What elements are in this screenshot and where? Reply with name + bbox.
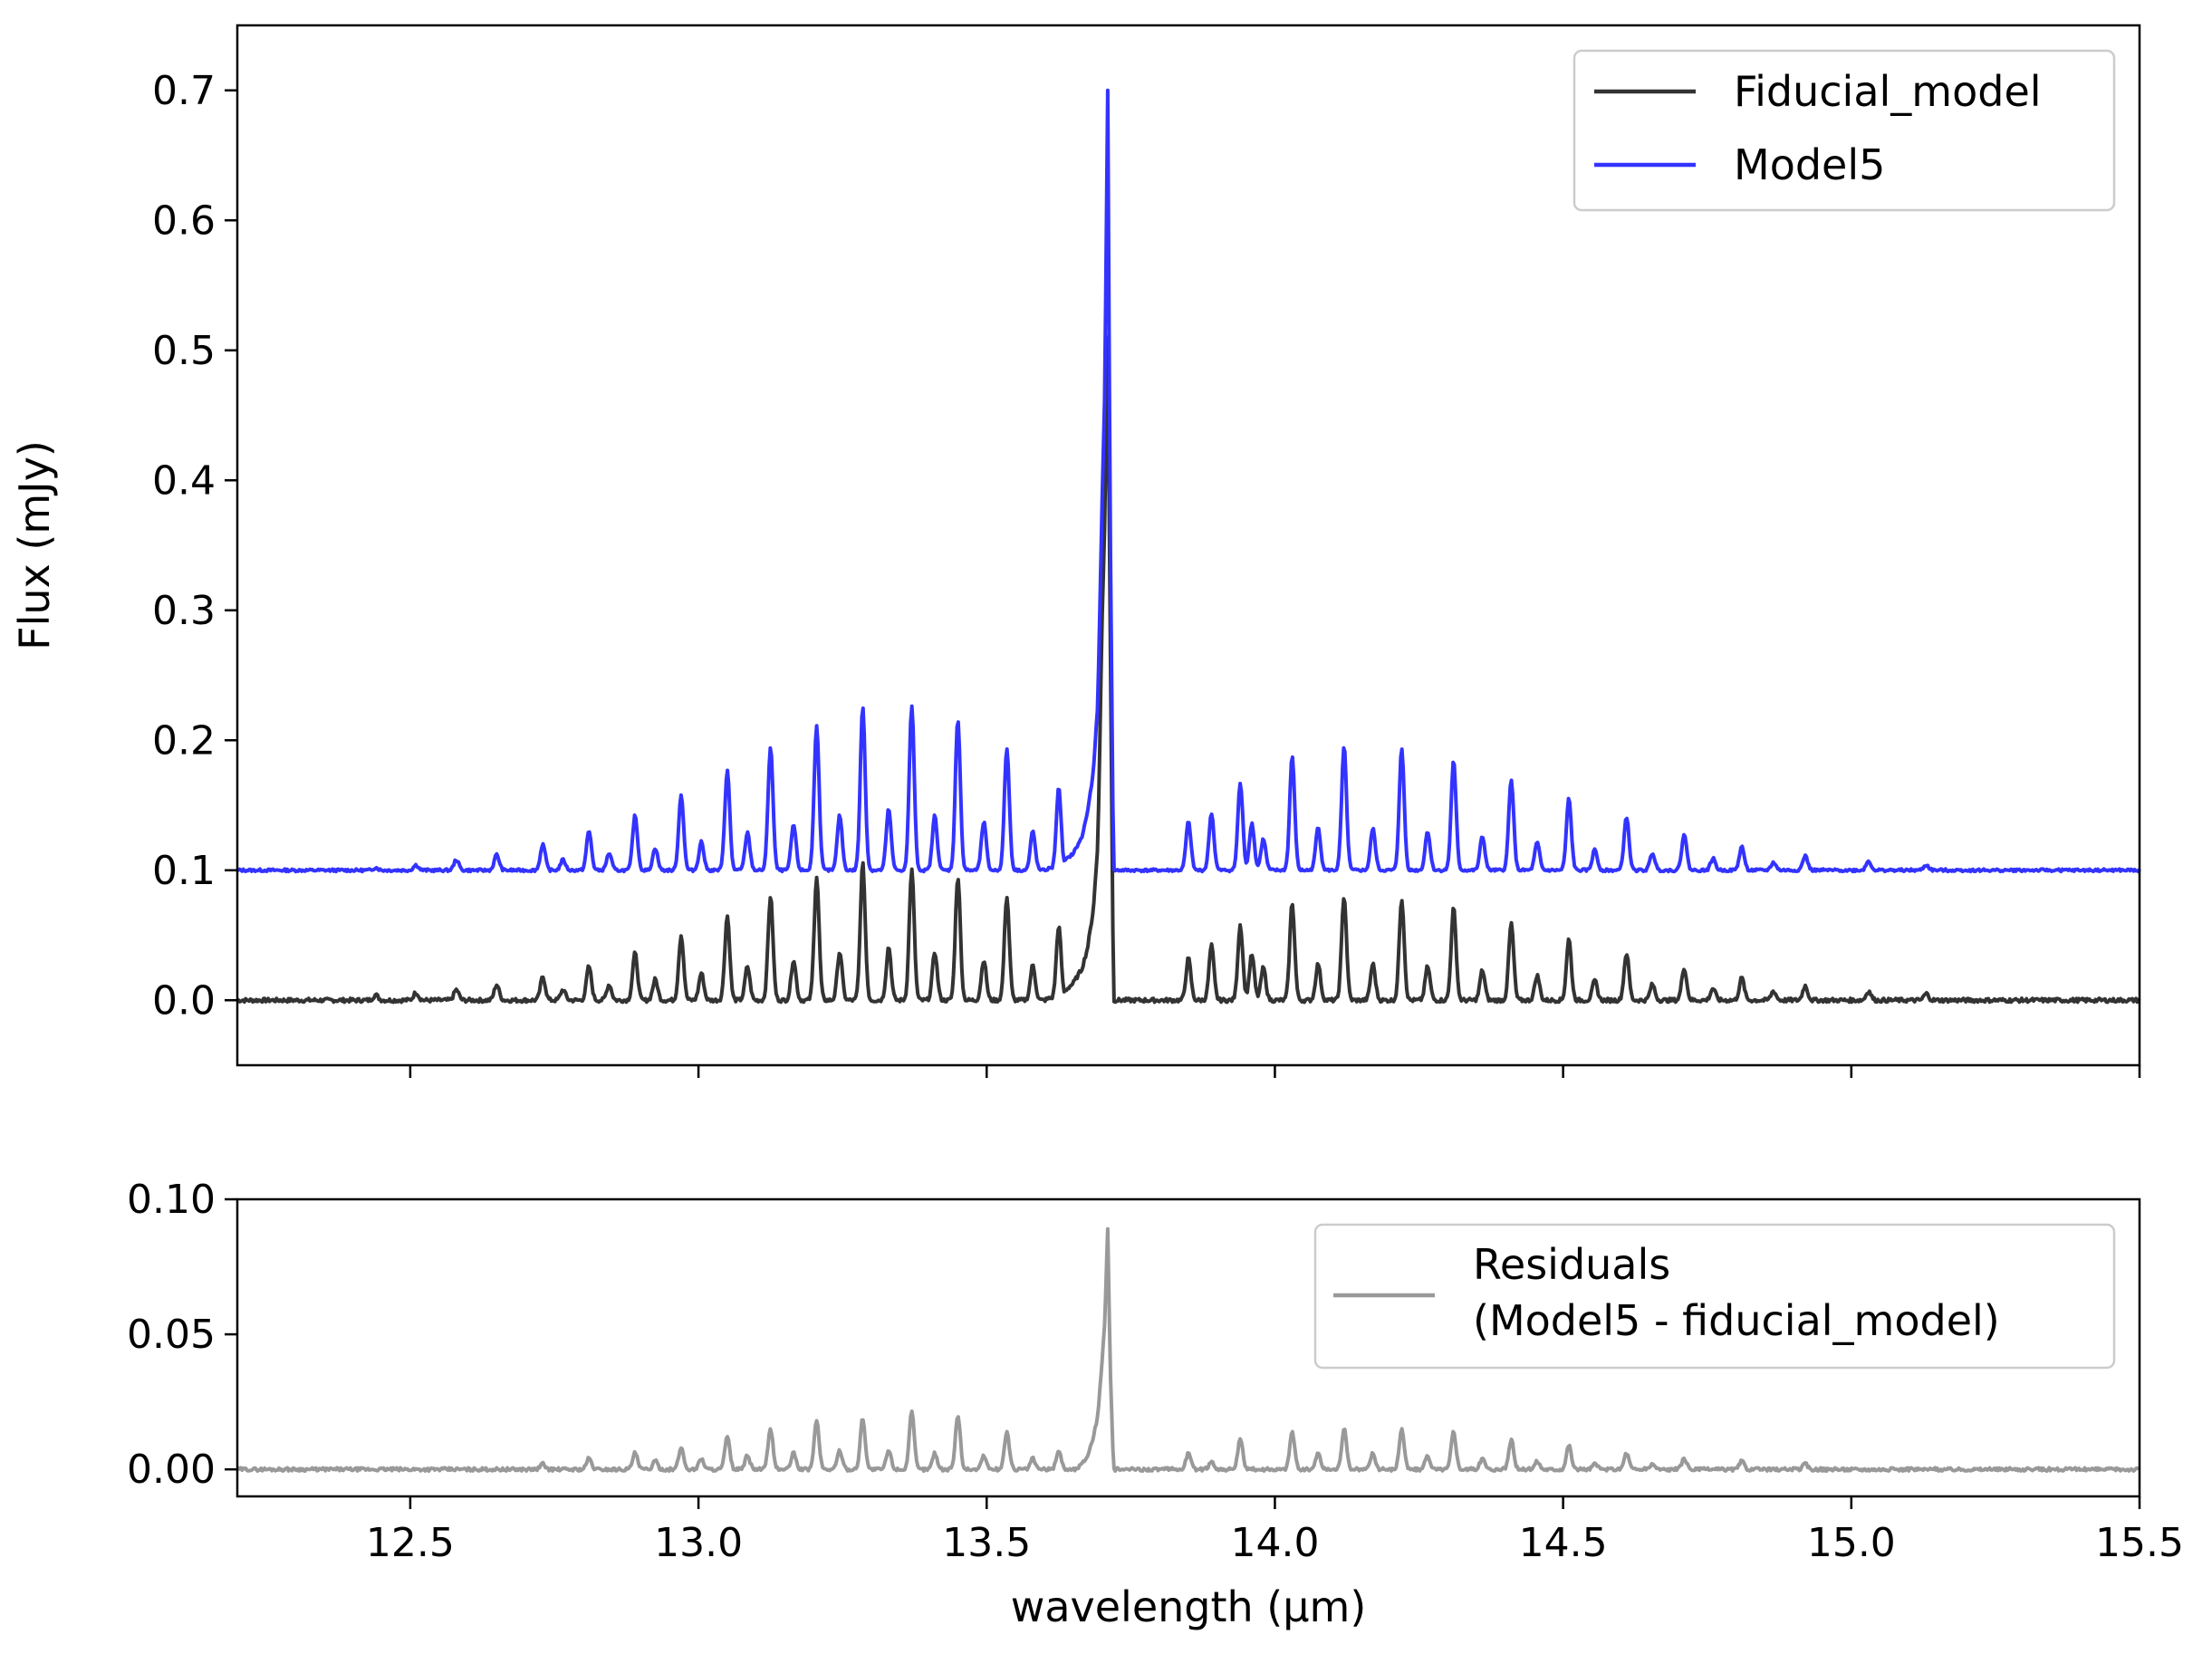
- x-tick-label: 15.0: [1807, 1520, 1896, 1566]
- bottom-plot-frame: [236, 1197, 2141, 1498]
- y-tick-label: 0.2: [152, 717, 216, 764]
- x-tick-label: 12.5: [366, 1520, 455, 1566]
- bottom-legend-box: [1313, 1223, 2116, 1370]
- top-legend-box: [1572, 49, 2116, 212]
- series-line-residuals: [236, 1226, 2141, 1473]
- y-tick-label: 0.10: [127, 1177, 216, 1223]
- bottom-legend: Residuals (Model5 - fiducial_model): [1313, 1223, 2116, 1370]
- y-tick-label: 0.3: [152, 588, 216, 634]
- top-plot-frame: [236, 24, 2141, 1067]
- y-tick-label: 0.05: [127, 1312, 216, 1358]
- legend-label-fiducial-model: Fiducial_model: [1734, 67, 2042, 116]
- x-tick-label: 13.5: [942, 1520, 1031, 1566]
- y-tick-label: 0.4: [152, 457, 216, 504]
- top-y-ticks: 0.0 0.1 0.2 0.3 0.4 0.5 0.6 0.7: [152, 68, 237, 1024]
- y-tick-label: 0.5: [152, 328, 216, 374]
- x-axis-label: wavelength (μm): [1011, 1582, 1367, 1631]
- x-tick-label: 15.5: [2095, 1520, 2184, 1566]
- bottom-y-ticks: 0.00 0.05 0.10: [127, 1177, 237, 1493]
- top-panel: 0.0 0.1 0.2 0.3 0.4 0.5 0.6 0.7 Flux (mJy) Fidu…: [10, 24, 2141, 1078]
- x-tick-label: 14.0: [1230, 1520, 1319, 1566]
- top-legend: Fiducial_model Model5: [1572, 49, 2116, 212]
- series-line-model5: [236, 88, 2141, 874]
- y-tick-label: 0.6: [152, 197, 216, 244]
- legend-label-model5: Model5: [1734, 140, 1885, 189]
- top-x-ticks: [409, 1065, 2141, 1078]
- legend-label-residuals-line1: Residuals: [1473, 1240, 1670, 1289]
- bottom-panel: 0.00 0.05 0.10 12.5 13.0 13.5 14.0 14.5 15.0 15.…: [127, 1177, 2184, 1631]
- legend-label-residuals-line2: (Model5 - fiducial_model): [1473, 1296, 2000, 1345]
- x-tick-label: 14.5: [1519, 1520, 1608, 1566]
- bottom-x-ticks: 12.5 13.0 13.5 14.0 14.5 15.0 15.5: [366, 1496, 2184, 1566]
- y-tick-label: 0.00: [127, 1447, 216, 1493]
- y-tick-label: 0.0: [152, 977, 216, 1024]
- y-tick-label: 0.1: [152, 848, 216, 894]
- top-y-axis-label: Flux (mJy): [10, 440, 59, 650]
- series-line-fiducial-model: [236, 335, 2141, 1005]
- y-tick-label: 0.7: [152, 68, 216, 114]
- x-tick-label: 13.0: [654, 1520, 743, 1566]
